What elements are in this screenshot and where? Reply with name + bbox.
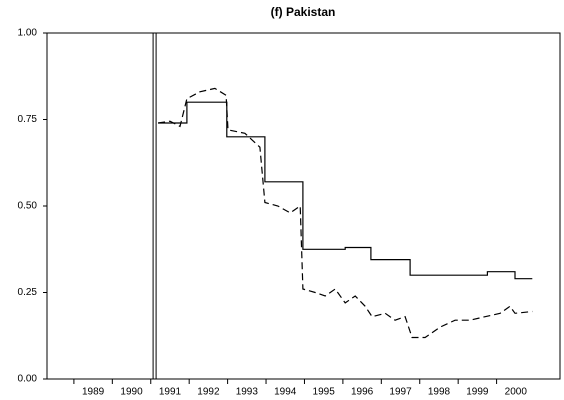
series-line [158,101,533,280]
x-tick-label: 1997 [389,387,412,398]
x-tick-label: 1993 [236,387,259,398]
y-tick-label: 0.25 [18,287,38,298]
chart-title: (f) Pakistan [271,5,336,19]
y-tick-label: 0.50 [18,201,38,212]
x-tick-label: 2000 [505,387,528,398]
x-tick-label: 1996 [351,387,374,398]
x-tick-label: 1991 [159,387,182,398]
x-tick-label: 1990 [120,387,143,398]
y-tick-label: 0.00 [18,374,38,385]
x-tick-label: 1995 [313,387,336,398]
y-tick-label: 1.00 [18,28,38,39]
x-tick-label: 1999 [466,387,489,398]
x-tick-label: 1998 [428,387,451,398]
x-tick-label: 1989 [82,387,105,398]
x-tick-label: 1994 [274,387,297,398]
x-tick-label: 1992 [197,387,220,398]
series-line [158,87,533,339]
y-tick-label: 0.75 [18,114,38,125]
